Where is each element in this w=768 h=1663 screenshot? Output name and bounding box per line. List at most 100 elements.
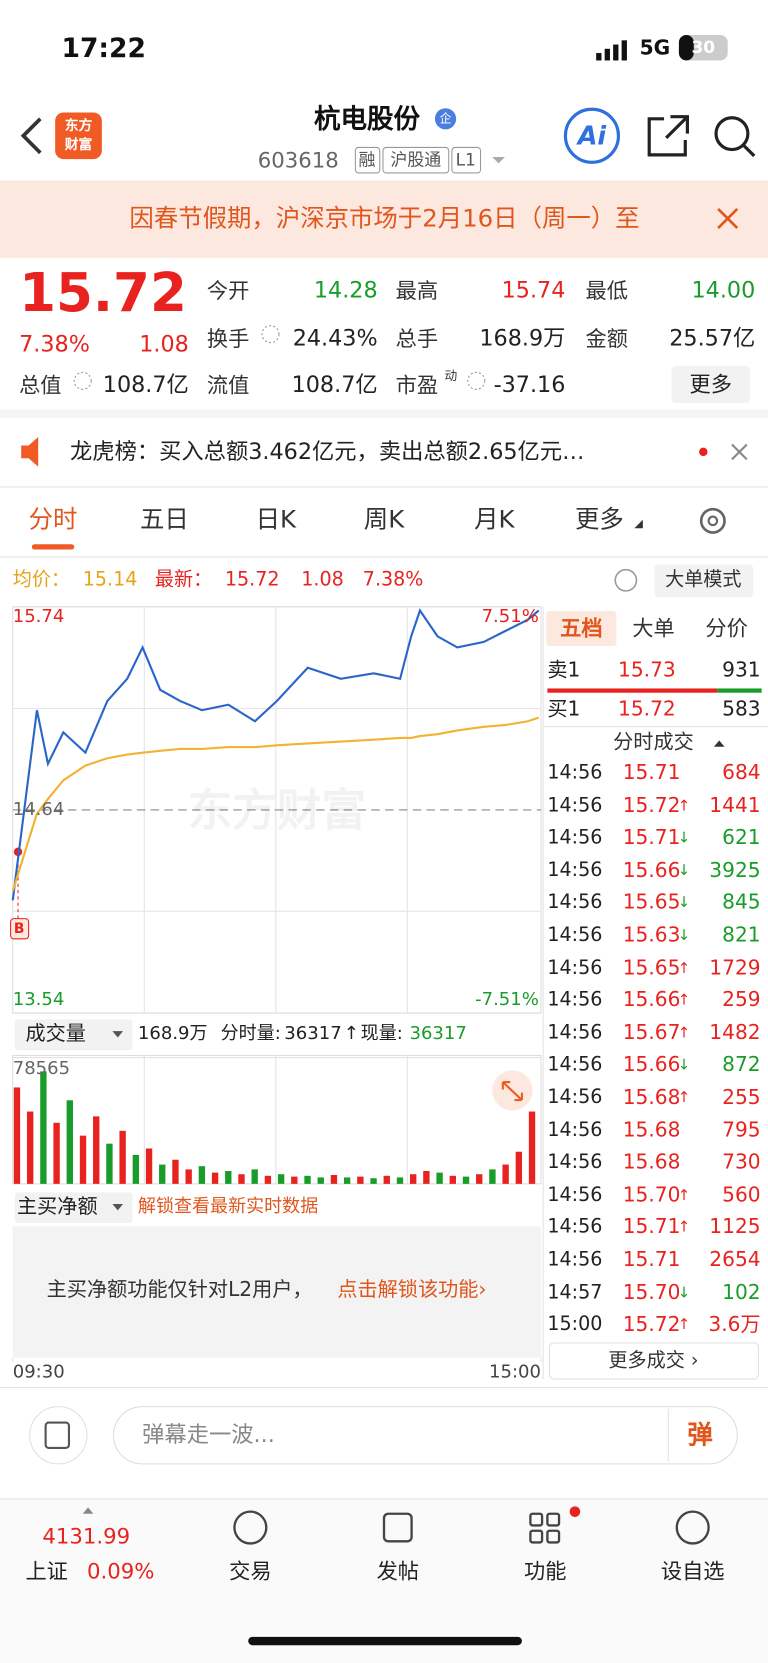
side-tab[interactable]: 分价 [705, 615, 748, 641]
network: 5G [639, 36, 671, 60]
trade-dir: ↓ [677, 829, 691, 847]
index-caret [82, 1507, 94, 1514]
trade-volume: 3925 [709, 858, 761, 882]
volume-bar [277, 1174, 285, 1184]
volume-bar [264, 1175, 272, 1184]
volume-bar [436, 1172, 443, 1184]
trade-price: 15.65 [622, 955, 681, 980]
trade-dir: ↓ [677, 1056, 691, 1074]
tab[interactable]: 分时 [28, 506, 78, 535]
red-dot [569, 1506, 581, 1517]
ai-label[interactable]: Ai [577, 120, 607, 151]
volume-bar [66, 1100, 73, 1184]
red-dot [699, 447, 708, 457]
stock-name: 杭电股份 [313, 103, 421, 135]
comment-icon-bg[interactable] [29, 1406, 88, 1465]
y-tick-label: 78565 [12, 1058, 71, 1080]
caret [112, 1204, 124, 1211]
volume-bar [515, 1151, 523, 1184]
side-tab[interactable]: 大单 [632, 615, 675, 641]
nav-item[interactable]: 发帖 [376, 1558, 420, 1584]
more-button-label[interactable]: 更多 [689, 371, 732, 397]
locked-panel [12, 1226, 542, 1358]
trade-time: 14:56 [547, 1151, 603, 1174]
more-button[interactable] [671, 365, 750, 404]
search-icon[interactable] [714, 116, 756, 158]
trade-volume: 560 [722, 1183, 761, 1207]
book-price: 15.72 [618, 697, 676, 721]
trade-price: 15.63 [622, 923, 681, 947]
last-value: 15.72 [224, 568, 280, 591]
price-line [11, 716, 540, 892]
sell-bar [547, 688, 718, 693]
share-icon[interactable] [647, 115, 689, 157]
field-value: 25.57亿 [669, 325, 756, 351]
trade-dir: ↑ [677, 1219, 691, 1237]
info-icon [73, 371, 92, 390]
tag-box [354, 146, 381, 174]
back-icon[interactable] [20, 117, 42, 155]
index-name: 上证 [25, 1558, 68, 1584]
volume-bar [225, 1170, 232, 1184]
unlock-link[interactable]: 点击解锁该功能› [337, 1277, 487, 1302]
close-icon[interactable] [717, 208, 739, 230]
volume-bar [145, 1148, 153, 1184]
y-tick-label: 14.64 [12, 798, 65, 820]
sort-caret [713, 740, 725, 747]
volume-bar [132, 1154, 140, 1184]
logo-text: 财富 [64, 137, 93, 154]
info-icon [467, 371, 486, 390]
trade-time: 14:56 [547, 794, 603, 817]
trade-volume: 102 [722, 1280, 761, 1304]
more-trades-label[interactable]: 更多成交 › [608, 1349, 699, 1372]
nav-item[interactable]: 功能 [524, 1558, 567, 1584]
big-mode-label[interactable]: 大单模式 [665, 568, 742, 591]
volume-bar [502, 1164, 509, 1184]
trade-price: 15.72 [622, 793, 681, 817]
volume-bar [357, 1176, 364, 1184]
trade-dir: ↑ [677, 797, 691, 815]
divider [0, 409, 768, 418]
field-label: 最高 [395, 277, 439, 304]
field-value: 24.43% [292, 325, 378, 351]
netbuy-selector[interactable] [14, 1192, 133, 1224]
side-tab[interactable]: 五档 [560, 615, 603, 641]
comment-input[interactable] [112, 1406, 738, 1465]
x-tick-label: 09:30 [12, 1361, 65, 1383]
tab[interactable]: 日K [255, 506, 297, 535]
more-trades-button[interactable] [548, 1342, 760, 1380]
trade-time: 14:56 [547, 859, 603, 882]
tab[interactable]: 月K [474, 506, 515, 535]
tab[interactable]: 周K [363, 506, 405, 535]
settings-icon[interactable] [699, 507, 726, 534]
help-icon[interactable] [614, 568, 638, 592]
ticker-text[interactable]: 龙虎榜：买入总额3.462亿元，卖出总额2.65亿元… [70, 438, 585, 465]
now-volume: 36317 [409, 1023, 467, 1045]
trade-time: 14:56 [547, 1118, 603, 1141]
comment-placeholder[interactable]: 弹幕走一波... [142, 1422, 275, 1448]
volume-selector[interactable] [14, 1019, 133, 1051]
trade-volume: 255 [722, 1085, 761, 1110]
book-price: 15.73 [618, 658, 676, 682]
close-icon[interactable] [731, 443, 748, 461]
volume-total: 168.9万 [137, 1023, 208, 1045]
tab[interactable]: 更多 [574, 506, 624, 535]
field-value: 14.28 [313, 277, 378, 303]
big-mode-button[interactable] [654, 564, 754, 598]
now-label: 现量: [360, 1023, 403, 1045]
nav-item[interactable]: 交易 [229, 1558, 272, 1584]
field-label: 换手 [206, 325, 250, 352]
trade-price: 15.71 [622, 826, 681, 850]
tag-box [382, 146, 450, 174]
ai-icon[interactable] [563, 107, 621, 164]
danmaku-button[interactable]: 弹 [687, 1420, 713, 1451]
tab[interactable]: 五日 [140, 506, 189, 535]
nav-item[interactable]: 设自选 [660, 1558, 725, 1584]
trade-price: 15.66 [622, 858, 681, 882]
field-value: 108.7亿 [291, 371, 378, 398]
index-value[interactable]: 4131.99 [42, 1523, 131, 1549]
trade-dir: ↓ [677, 862, 691, 880]
unlock-text[interactable]: 解锁查看最新实时数据 [137, 1196, 319, 1218]
trade-time: 14:56 [547, 988, 603, 1012]
